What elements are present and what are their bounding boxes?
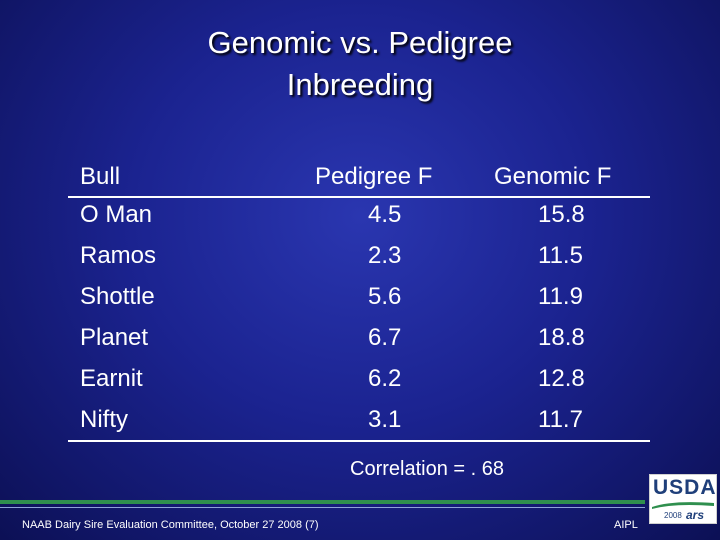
pedigree-f-value: 3.1 — [368, 406, 402, 433]
slide-title: Genomic vs. Pedigree Inbreeding — [0, 22, 720, 106]
table-header-row: Bull Pedigree F Genomic F — [78, 158, 650, 196]
footer-green-bar — [0, 500, 645, 504]
genomic-f-value: 11.5 — [538, 242, 583, 269]
table-row: O Man 4.5 15.8 — [78, 196, 650, 237]
bull-name: Planet — [80, 324, 149, 351]
footer-org-text: AIPL — [614, 519, 638, 531]
title-line-2: Inbreeding — [286, 67, 434, 102]
title-line-1: Genomic vs. Pedigree — [207, 25, 513, 60]
footer-event-text: NAAB Dairy Sire Evaluation Committee, Oc… — [22, 519, 319, 531]
table-row: Shottle 5.6 11.9 — [78, 278, 650, 319]
correlation-text: Correlation = . 68 — [350, 458, 504, 480]
pedigree-f-value: 6.2 — [368, 365, 402, 392]
ars-logo-text: ars — [686, 508, 705, 522]
pedigree-f-value: 4.5 — [368, 201, 402, 228]
table-bottom-divider — [68, 440, 650, 442]
table-row: Nifty 3.1 11.7 — [78, 401, 650, 442]
genomic-f-value: 11.7 — [538, 406, 583, 433]
header-divider — [68, 196, 650, 198]
header-pedigree-f: Pedigree F — [315, 163, 433, 190]
genomic-f-value: 12.8 — [538, 365, 585, 392]
bull-name: Nifty — [80, 406, 128, 433]
bull-name: Earnit — [80, 365, 143, 392]
pedigree-f-value: 6.7 — [368, 324, 402, 351]
pedigree-f-value: 2.3 — [368, 242, 402, 269]
inbreeding-table: Bull Pedigree F Genomic F O Man 4.5 15.8… — [78, 158, 650, 442]
table-row: Earnit 6.2 12.8 — [78, 360, 650, 401]
table-row: Ramos 2.3 11.5 — [78, 237, 650, 278]
genomic-f-value: 11.9 — [538, 283, 583, 310]
usda-logo: USDA 2008 ars — [649, 474, 717, 524]
header-bull: Bull — [80, 163, 121, 190]
genomic-f-value: 18.8 — [538, 324, 585, 351]
bull-name: Ramos — [80, 242, 157, 269]
usda-logo-text: USDA — [653, 476, 717, 499]
usda-swoosh-icon — [652, 502, 714, 509]
header-genomic-f: Genomic F — [494, 163, 612, 190]
bull-name: Shottle — [80, 283, 155, 310]
genomic-f-value: 15.8 — [538, 201, 585, 228]
pedigree-f-value: 5.6 — [368, 283, 402, 310]
logo-year: 2008 — [664, 511, 682, 520]
bull-name: O Man — [80, 201, 153, 228]
footer-divider — [0, 507, 645, 508]
table-row: Planet 6.7 18.8 — [78, 319, 650, 360]
